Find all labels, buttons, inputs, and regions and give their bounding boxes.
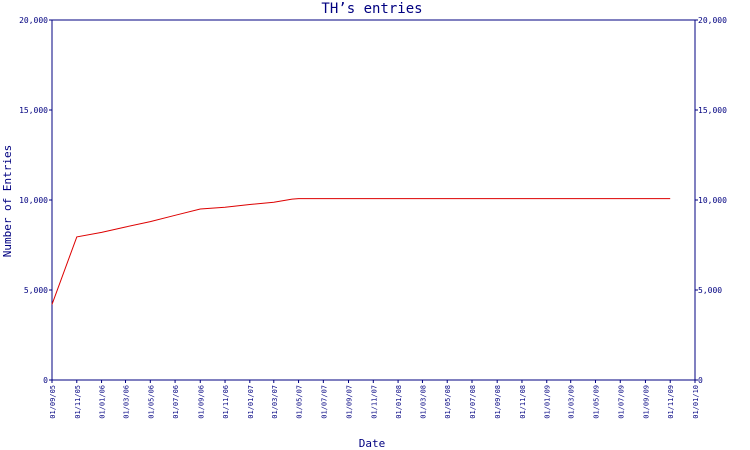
x-tick-label: 01/11/05 (74, 385, 82, 419)
x-tick-label: 01/01/07 (247, 385, 255, 419)
x-tick-label: 01/11/07 (370, 385, 378, 419)
x-tick-label: 01/09/06 (197, 385, 205, 419)
x-tick-label: 01/07/08 (469, 385, 477, 419)
x-tick-label: 01/11/08 (519, 385, 527, 419)
x-tick-label: 01/09/07 (346, 385, 354, 419)
y-tick-label-right: 15,000 (698, 106, 727, 115)
x-tick-label: 01/01/09 (544, 385, 552, 419)
x-tick-label: 01/03/09 (568, 385, 576, 419)
y-tick-label: 5,000 (24, 286, 48, 295)
y-tick-label: 15,000 (19, 106, 48, 115)
x-tick-label: 01/11/06 (222, 385, 230, 419)
y-axis-right: 0 5,000 10,000 15,000 20,000 (695, 16, 727, 385)
series-line (51, 198, 671, 305)
y-tick-label-right: 20,000 (698, 16, 727, 25)
x-tick-label: 01/07/07 (320, 385, 328, 419)
y-tick-label-right: 5,000 (698, 286, 722, 295)
x-tick-label: 01/05/07 (296, 385, 304, 419)
y-tick-label-right: 0 (698, 376, 703, 385)
x-tick-label: 01/01/08 (395, 385, 403, 419)
x-tick-label: 01/05/06 (147, 385, 155, 419)
y-axis-title: Number of Entries (1, 145, 14, 258)
chart-title: TH’s entries (321, 1, 422, 17)
y-axis-left: 0 5,000 10,000 15,000 20,000 (19, 16, 52, 385)
x-tick-label: 01/05/08 (444, 385, 452, 419)
y-tick-label-right: 10,000 (698, 196, 727, 205)
y-tick-label: 20,000 (19, 16, 48, 25)
x-axis-title: Date (359, 437, 386, 450)
x-tick-label: 01/07/06 (172, 385, 180, 419)
x-tick-label: 01/01/10 (692, 385, 700, 419)
x-tick-label: 01/09/09 (642, 385, 650, 419)
plot-frame (51, 19, 696, 381)
x-tick-label: 01/03/08 (419, 385, 427, 419)
x-axis: 01/09/05 01/11/05 01/01/06 01/03/06 01/05/06… (49, 380, 700, 419)
x-tick-label: 01/01/06 (99, 385, 107, 419)
x-tick-label: 01/11/09 (667, 385, 675, 419)
x-tick-label: 01/03/07 (271, 385, 279, 419)
y-tick-label: 0 (43, 376, 48, 385)
x-tick-label: 01/09/05 (49, 385, 57, 419)
x-tick-label: 01/09/08 (494, 385, 502, 419)
x-tick-label: 01/07/09 (617, 385, 625, 419)
y-tick-label: 10,000 (19, 196, 48, 205)
x-tick-label: 01/05/09 (592, 385, 600, 419)
x-tick-label: 01/03/06 (123, 385, 131, 419)
